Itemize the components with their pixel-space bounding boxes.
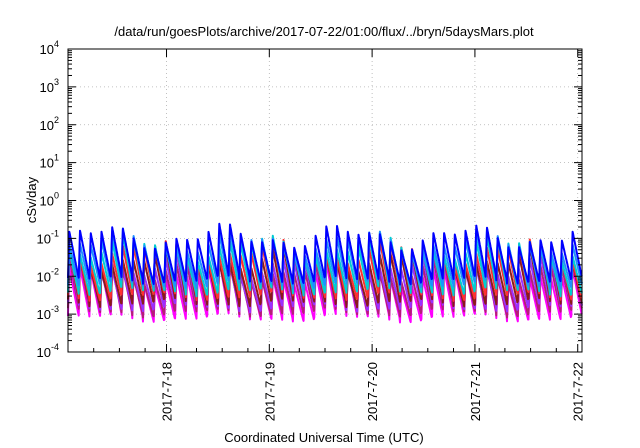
x-axis: 2017-7-18 2017-7-19 2017-7-20 2017-7-21 2017…	[67, 49, 586, 421]
x-tick-label: 2017-7-22	[571, 362, 586, 421]
x-axis-label: Coordinated Universal Time (UTC)	[224, 430, 423, 445]
series-line	[67, 259, 583, 324]
y-tick-label: 104	[40, 39, 59, 57]
y-tick-label: 103	[40, 77, 59, 95]
y-tick-label: 10-4	[37, 342, 59, 360]
chart-title: /data/run/goesPlots/archive/2017-07-22/0…	[114, 24, 534, 39]
series-line	[67, 254, 583, 319]
y-axis-label: cSv/day	[24, 176, 39, 223]
series-line	[67, 249, 583, 314]
y-axis: 10-4 10-3 10-2 10-1 100 101 102 103 104	[37, 39, 582, 360]
y-tick-label: 10-1	[37, 228, 59, 246]
series-line	[67, 222, 583, 286]
x-tick-label: 2017-7-18	[160, 362, 175, 421]
x-tick-label: 2017-7-20	[365, 362, 380, 421]
y-tick-label: 102	[40, 115, 59, 133]
series-group	[67, 222, 583, 324]
series-line	[67, 243, 583, 309]
y-tick-label: 101	[40, 153, 59, 171]
y-tick-label: 10-2	[37, 266, 59, 284]
x-tick-label: 2017-7-21	[468, 362, 483, 421]
y-tick-label: 100	[40, 191, 59, 209]
series-line	[67, 236, 583, 302]
series-line	[67, 231, 583, 298]
series-line	[67, 227, 583, 291]
x-tick-label: 2017-7-19	[262, 362, 277, 421]
y-tick-label: 10-3	[37, 304, 59, 322]
